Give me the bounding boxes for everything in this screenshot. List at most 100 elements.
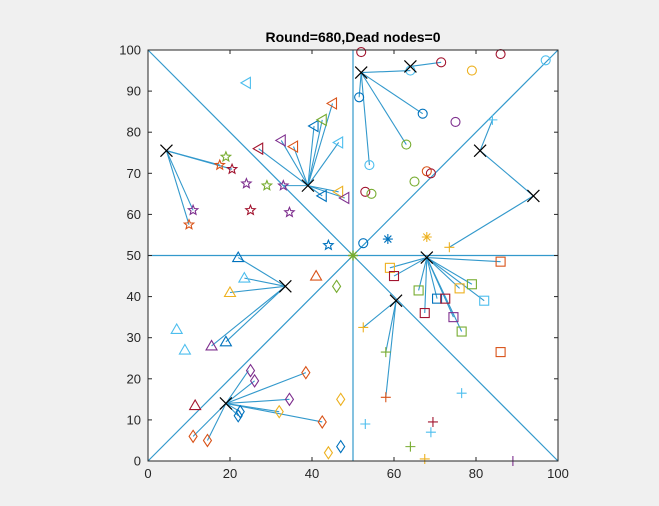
- cluster-head-9: [219, 397, 233, 410]
- node-67-square: [388, 270, 400, 282]
- cluster-link-11: [280, 140, 309, 186]
- cluster-link-34: [426, 257, 501, 263]
- node-21-pentagram: [182, 218, 196, 230]
- axes: 0 20 40 60 80 100 0 10 20 30 40 50 60 70 80 90 100: [119, 43, 569, 482]
- node-49-triangle: [170, 322, 184, 335]
- node-44-triangle: [237, 271, 251, 283]
- node-78-square: [495, 347, 506, 358]
- node-59-diamond: [301, 365, 311, 380]
- node-42-triangle-left: [315, 189, 327, 203]
- node-63-diamond: [336, 392, 346, 407]
- cluster-link-39: [225, 285, 286, 343]
- node-52-diamond: [331, 279, 342, 294]
- node-0-circle: [356, 47, 367, 58]
- node-30-pentagram: [283, 205, 296, 218]
- x-tick-label-2: 40: [305, 466, 319, 481]
- cluster-link-32: [426, 257, 473, 285]
- cluster-link-40: [211, 285, 286, 347]
- node-40-triangle-left: [332, 185, 344, 199]
- node-68-square: [413, 285, 424, 296]
- cluster-link-28: [426, 257, 438, 299]
- node-34-triangle-left: [274, 133, 286, 147]
- node-43-triangle: [231, 250, 245, 263]
- cluster-link-43: [385, 300, 397, 398]
- node-13-circle: [409, 176, 420, 187]
- node-53-diamond: [245, 363, 256, 378]
- cluster-head-0: [354, 66, 368, 80]
- cluster-link-51: [225, 398, 290, 405]
- sink-marker: [348, 250, 358, 261]
- node-48-triangle: [205, 339, 219, 351]
- cluster-link-48: [225, 370, 249, 404]
- node-73-square: [454, 283, 465, 294]
- y-tick-label-3: 30: [127, 330, 141, 345]
- node-45-triangle: [223, 285, 237, 298]
- cluster-link-7: [165, 150, 194, 211]
- y-tick-label-5: 50: [127, 248, 141, 263]
- cluster-link-25: [393, 257, 428, 277]
- node-81-plus: [380, 392, 391, 403]
- node-31-pentagram: [322, 238, 335, 251]
- cluster-link-37: [244, 277, 286, 287]
- cluster-link-2: [360, 72, 407, 145]
- node-82-plus: [360, 419, 371, 430]
- cluster-link-14: [307, 119, 323, 186]
- cluster-link-12: [293, 146, 309, 186]
- node-80-plus: [380, 347, 391, 358]
- cluster-link-4: [361, 70, 411, 74]
- node-72-square: [448, 312, 459, 323]
- node-10-circle: [450, 116, 461, 127]
- node-71-square: [440, 293, 451, 304]
- node-87-plus: [456, 388, 467, 399]
- node-37-triangle-left: [315, 113, 327, 127]
- cluster-link-49: [225, 380, 255, 404]
- node-85-plus: [427, 416, 438, 427]
- node-24-pentagram: [213, 158, 226, 171]
- cluster-head-2: [160, 144, 173, 158]
- node-16-circle: [358, 238, 369, 249]
- y-tick-label-2: 20: [127, 371, 141, 386]
- node-54-diamond: [249, 373, 260, 388]
- cluster-link-21: [479, 119, 493, 151]
- cluster-link-36: [237, 257, 286, 287]
- node-4-circle: [417, 108, 428, 119]
- cluster-head-7: [278, 279, 292, 293]
- cluster-heads: [160, 60, 540, 410]
- cluster-head-6: [420, 251, 434, 264]
- x-tick-label-3: 60: [387, 466, 401, 481]
- node-1-circle: [354, 92, 365, 103]
- node-64-diamond: [323, 445, 334, 460]
- x-tick-label-5: 100: [547, 466, 569, 481]
- node-70-square: [431, 293, 443, 304]
- node-2-circle: [364, 160, 375, 171]
- node-60-diamond: [317, 414, 327, 429]
- node-29-pentagram: [244, 203, 257, 216]
- cluster-link-22: [479, 150, 534, 197]
- node-41-triangle-left: [338, 191, 350, 205]
- cluster-link-24: [389, 257, 427, 269]
- node-35-triangle-left: [286, 140, 299, 154]
- y-tick-label-0: 0: [134, 454, 141, 469]
- node-23-pentagram: [225, 162, 239, 175]
- cluster-link-27: [424, 257, 428, 314]
- node-25-pentagram: [219, 150, 233, 163]
- y-tick-label-4: 40: [127, 289, 141, 304]
- node-22-pentagram: [186, 203, 200, 216]
- cluster-link-9: [166, 150, 220, 166]
- node-28-pentagram: [277, 179, 290, 191]
- node-32-triangle-left: [239, 76, 251, 90]
- cluster-link-41: [362, 300, 397, 328]
- node-26-pentagram: [240, 177, 253, 189]
- node-27-pentagram: [260, 179, 274, 191]
- node-62-diamond: [202, 433, 213, 448]
- node-51-triangle: [188, 398, 202, 411]
- node-86-plus: [425, 427, 436, 438]
- y-tick-label-10: 100: [119, 43, 141, 58]
- cluster-link-5: [410, 61, 442, 67]
- x-tick-label-0: 0: [144, 466, 151, 481]
- node-50-triangle: [178, 343, 192, 355]
- cluster-link-17: [307, 185, 339, 193]
- node-38-triangle-left: [325, 96, 338, 110]
- node-12-circle: [425, 168, 436, 179]
- node-33-triangle-left: [252, 142, 264, 156]
